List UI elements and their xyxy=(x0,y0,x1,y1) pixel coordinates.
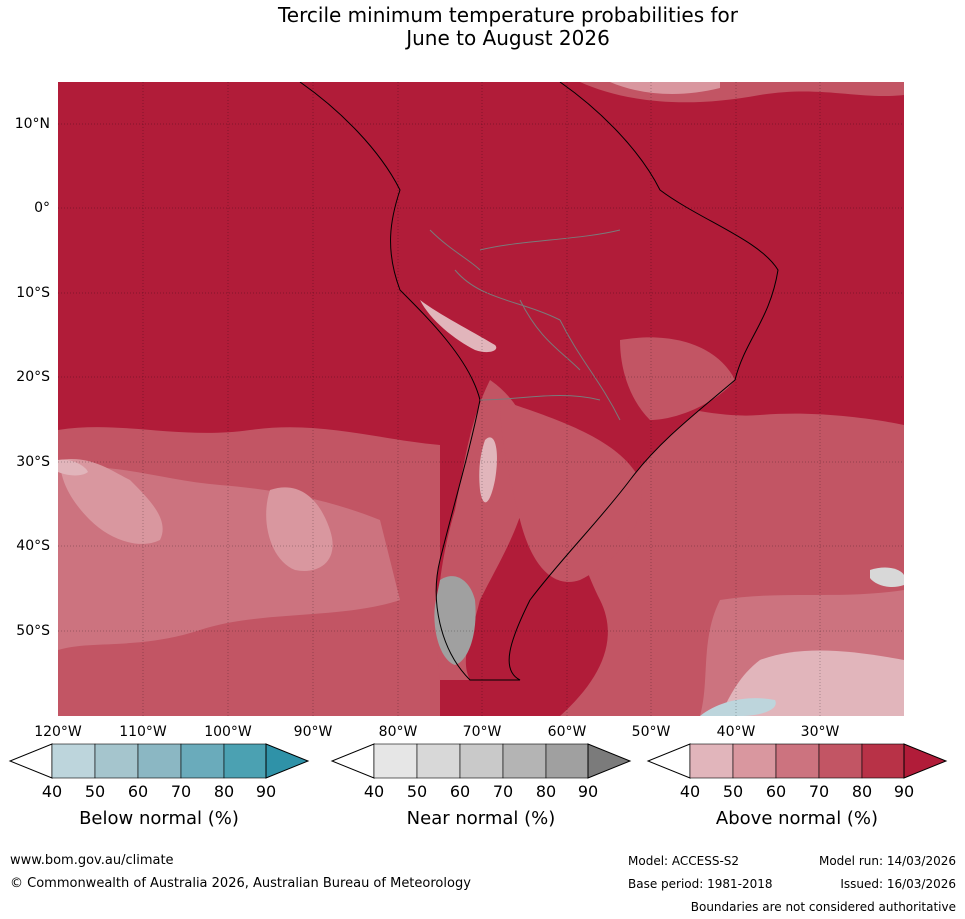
lon-label-60w: 60°W xyxy=(547,724,587,740)
south-america-land xyxy=(300,82,778,680)
andes-near-normal xyxy=(420,300,497,353)
lon-label-120w: 120°W xyxy=(34,724,82,740)
above-normal-title: Above normal (%) xyxy=(715,808,879,829)
chart-title: Tercile minimum temperature probabilitie… xyxy=(0,4,965,50)
atlantic-light-patch xyxy=(870,567,904,588)
below-tick-50: 50 xyxy=(84,782,106,801)
lat-label-50s: 50°S xyxy=(16,623,50,639)
below-tick-80: 80 xyxy=(213,782,235,801)
lon-label-40w: 40°W xyxy=(716,724,756,740)
lon-label-70w: 70°W xyxy=(462,724,502,740)
near-tick-40: 40 xyxy=(363,782,385,801)
lat-label-40s: 40°S xyxy=(16,538,50,554)
lat-label-20s: 20°S xyxy=(16,369,50,385)
title-line-1: Tercile minimum temperature probabilitie… xyxy=(277,3,739,27)
lon-label-30w: 30°W xyxy=(800,724,840,740)
model-run-date: Model run: 14/03/2026 xyxy=(818,854,956,868)
below-normal-patch xyxy=(700,698,776,716)
above-tick-90: 90 xyxy=(893,782,915,801)
southern-band-50 xyxy=(60,459,163,544)
country-borders xyxy=(429,229,621,421)
boundaries-disclaimer: Boundaries are not considered authoritat… xyxy=(690,900,956,914)
grid-lines xyxy=(58,82,904,716)
brazil-patch xyxy=(620,337,735,420)
base-period: Base period: 1981-2018 xyxy=(628,877,773,891)
colorbar-above-normal xyxy=(646,743,948,779)
lat-label-30s: 30°S xyxy=(16,454,50,470)
colorbar-near-normal xyxy=(330,743,632,779)
map-area xyxy=(58,82,904,716)
below-tick-60: 60 xyxy=(127,782,149,801)
above-tick-80: 80 xyxy=(851,782,873,801)
issued-date: Issued: 16/03/2026 xyxy=(840,877,956,891)
copyright-text: © Commonwealth of Australia 2026, Austra… xyxy=(10,876,471,891)
below-tick-70: 70 xyxy=(170,782,192,801)
colorbar-below-normal xyxy=(8,743,310,779)
southern-band-50b xyxy=(266,487,333,571)
near-normal-title: Near normal (%) xyxy=(406,808,556,829)
near-tick-60: 60 xyxy=(449,782,471,801)
north-atlantic-band-light xyxy=(610,82,720,94)
coastline xyxy=(299,82,779,681)
above-tick-50: 50 xyxy=(722,782,744,801)
lon-label-80w: 80°W xyxy=(378,724,418,740)
lon-label-100w: 100°W xyxy=(204,724,252,740)
patagonia-grey xyxy=(434,576,476,665)
lon-label-90w: 90°W xyxy=(293,724,333,740)
below-tick-90: 90 xyxy=(255,782,277,801)
title-line-2: June to August 2026 xyxy=(406,26,610,50)
below-normal-title: Below normal (%) xyxy=(79,808,239,829)
southern-band-40 xyxy=(58,459,88,476)
near-tick-90: 90 xyxy=(577,782,599,801)
above-tick-70: 70 xyxy=(808,782,830,801)
above-tick-60: 60 xyxy=(765,782,787,801)
lon-label-50w: 50°W xyxy=(631,724,671,740)
model-name: Model: ACCESS-S2 xyxy=(628,854,740,868)
near-tick-80: 80 xyxy=(535,782,557,801)
below-tick-40: 40 xyxy=(41,782,63,801)
argentina-patch xyxy=(500,400,642,582)
website-link[interactable]: www.bom.gov.au/climate xyxy=(10,853,174,868)
andes-light-strip xyxy=(479,437,497,503)
lat-label-0: 0° xyxy=(34,200,50,216)
lon-label-110w: 110°W xyxy=(119,724,167,740)
near-tick-50: 50 xyxy=(406,782,428,801)
lat-label-10n: 10°N xyxy=(14,116,50,132)
above-tick-40: 40 xyxy=(679,782,701,801)
lat-label-10s: 10°S xyxy=(16,285,50,301)
near-tick-70: 70 xyxy=(492,782,514,801)
